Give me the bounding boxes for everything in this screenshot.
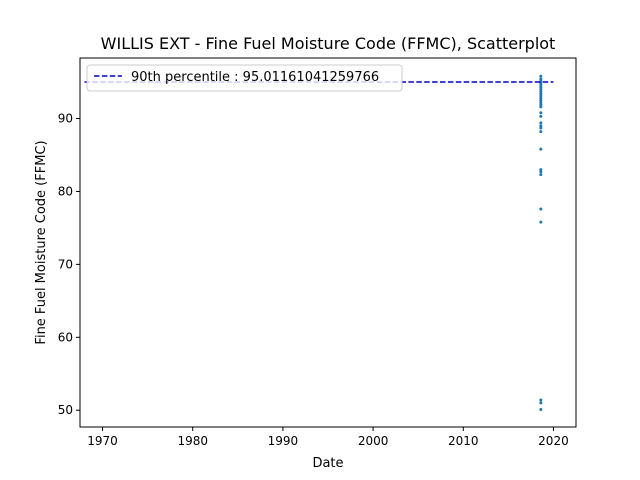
data-point (539, 170, 543, 174)
data-point (539, 121, 543, 125)
y-tick-label: 80 (58, 184, 73, 198)
x-tick-label: 1990 (268, 434, 299, 448)
data-point (539, 126, 543, 130)
data-point (539, 105, 543, 109)
data-point (539, 168, 543, 172)
plot-frame (79, 57, 577, 428)
data-point (539, 130, 543, 134)
y-tick-label: 90 (58, 112, 73, 126)
data-point (539, 90, 543, 94)
legend-label: 90th percentile : 95.01161041259766 (131, 70, 379, 85)
data-point (539, 87, 543, 91)
data-point (539, 407, 543, 411)
scatter-points (539, 74, 543, 411)
data-point (539, 220, 543, 224)
data-point (539, 98, 543, 102)
x-axis-label: Date (312, 456, 343, 471)
data-point (539, 401, 543, 405)
y-tick-label: 50 (58, 403, 73, 417)
x-tick-label: 2010 (448, 434, 479, 448)
data-point (539, 85, 543, 89)
y-axis-label: Fine Fuel Moisture Code (FFMC) (34, 140, 49, 344)
x-axis-ticks: 1970 1980 1990 2000 2010 2020 (87, 427, 569, 448)
y-tick-label: 70 (58, 257, 73, 271)
data-point (539, 114, 543, 118)
x-tick-label: 1980 (177, 434, 208, 448)
data-point (539, 100, 543, 104)
data-point (539, 111, 543, 115)
data-point (539, 173, 543, 177)
chart-title: WILLIS EXT - Fine Fuel Moisture Code (FF… (101, 34, 556, 53)
y-tick-label: 60 (58, 330, 73, 344)
legend-box (86, 64, 403, 92)
data-point (539, 147, 543, 151)
data-point (539, 77, 543, 81)
data-point (539, 83, 543, 87)
x-tick-label: 1970 (87, 434, 118, 448)
data-point (539, 124, 543, 128)
legend: 90th percentile : 95.01161041259766 (86, 64, 403, 92)
x-tick-label: 2000 (358, 434, 389, 448)
data-point (539, 398, 543, 402)
data-point (539, 103, 543, 107)
y-axis-ticks: 50 60 70 80 90 (58, 112, 80, 417)
plot-area (80, 58, 576, 427)
data-point (539, 94, 543, 98)
data-point (539, 96, 543, 100)
data-point (539, 74, 543, 78)
data-point (539, 207, 543, 211)
data-point (539, 92, 543, 96)
x-tick-label: 2020 (538, 434, 569, 448)
